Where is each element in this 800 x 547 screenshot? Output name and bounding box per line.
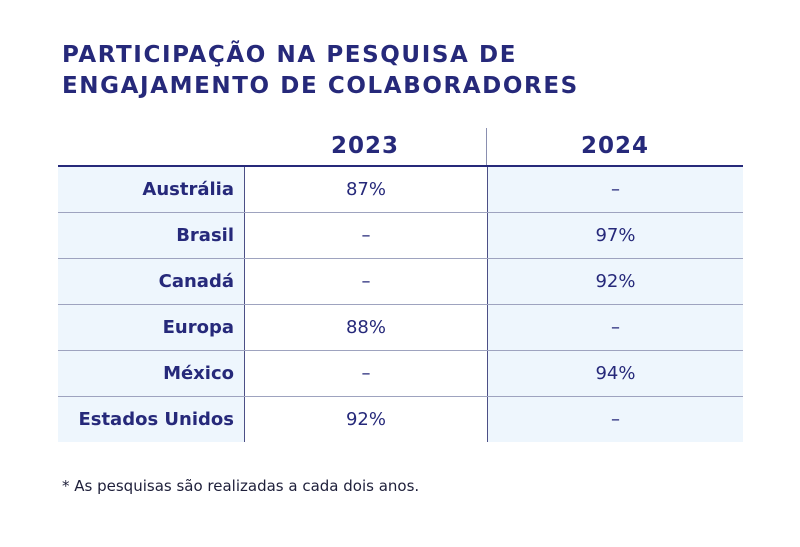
table-row: México –94% — [58, 350, 743, 397]
header-rule — [58, 165, 743, 167]
page-title: PARTICIPAÇÃO NA PESQUISA DE ENGAJAMENTO … — [62, 40, 579, 102]
row-label: Brasil — [58, 212, 245, 259]
row-label: Canadá — [58, 258, 245, 305]
table-row: Austrália 87% – — [58, 167, 743, 213]
cell-2024: – — [487, 167, 743, 213]
table-row: Europa 88% – — [58, 304, 743, 351]
participation-table: Austrália 87% – Brasil –97% Canadá –92% Europa 8… — [58, 167, 743, 442]
column-header-2023: 2023 — [330, 133, 399, 159]
footnote: * As pesquisas são realizadas a cada doi… — [62, 477, 420, 495]
table-row: Estados Unidos 92% – — [58, 396, 743, 442]
row-label: Europa — [58, 304, 245, 351]
cell-2023: 88% — [244, 304, 488, 351]
row-label: México — [58, 350, 245, 397]
cell-2024: 94% — [487, 350, 743, 397]
cell-2024: 92% — [487, 258, 743, 305]
cell-2024: 97% — [487, 212, 743, 259]
column-header-2024: 2024 — [580, 133, 649, 159]
table-row: Brasil –97% — [58, 212, 743, 259]
table-row: Canadá –92% — [58, 258, 743, 305]
cell-2023: 92% — [244, 396, 488, 442]
header-divider — [486, 128, 487, 166]
cell-2023: – — [244, 350, 488, 397]
title-line-2: ENGAJAMENTO DE COLABORADORES — [62, 73, 579, 99]
cell-2024: – — [487, 304, 743, 351]
row-label: Estados Unidos — [58, 396, 245, 442]
cell-2023: 87% — [244, 167, 488, 213]
cell-2024: – — [487, 396, 743, 442]
row-label: Austrália — [58, 167, 245, 213]
title-line-1: PARTICIPAÇÃO NA PESQUISA DE — [62, 42, 518, 68]
cell-2023: – — [244, 258, 488, 305]
cell-2023: – — [244, 212, 488, 259]
